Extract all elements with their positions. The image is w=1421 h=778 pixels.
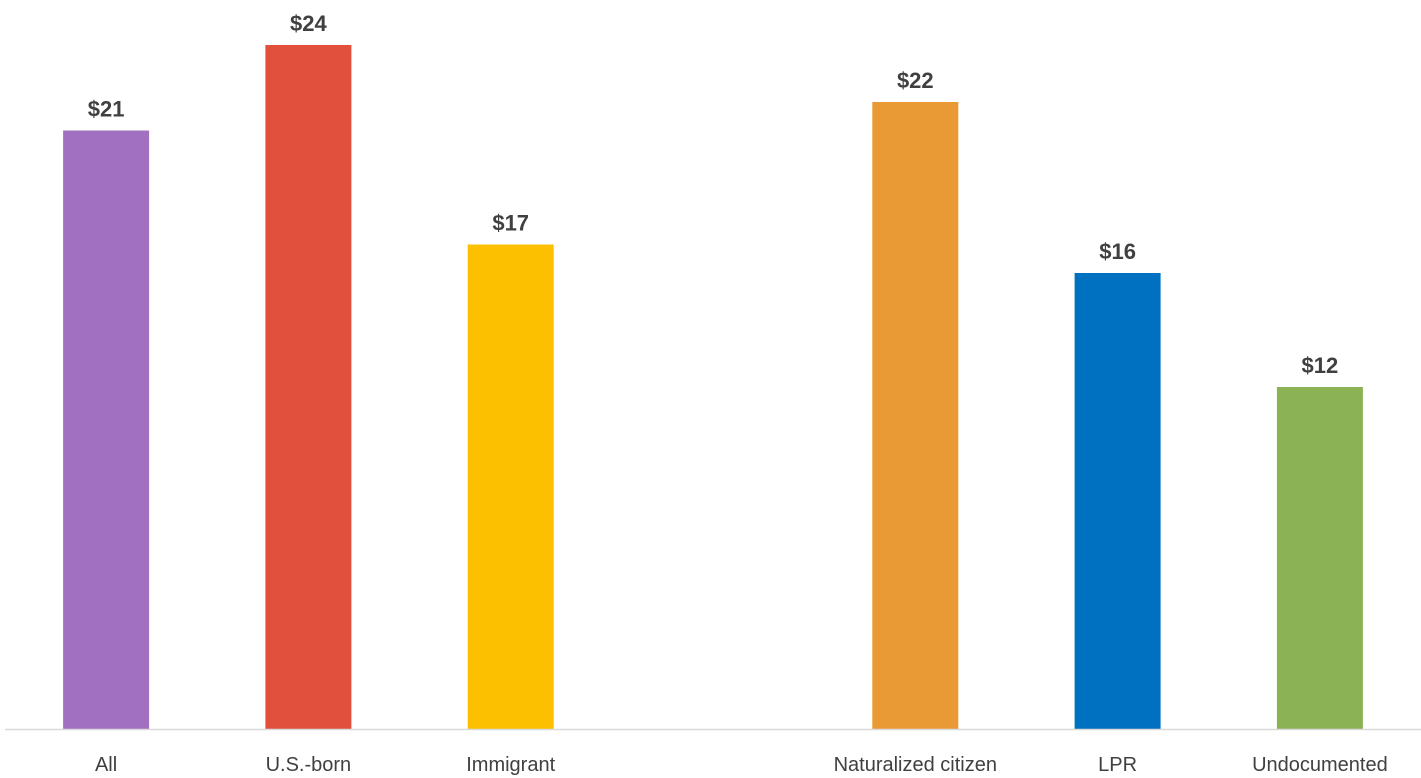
category-label-u-s-born: U.S.-born xyxy=(266,754,352,776)
value-label-naturalized-citizen: $22 xyxy=(897,68,934,93)
value-label-all: $21 xyxy=(88,97,125,122)
value-label-undocumented: $12 xyxy=(1302,353,1339,378)
value-label-immigrant: $17 xyxy=(492,211,529,236)
category-label-naturalized-citizen: Naturalized citizen xyxy=(834,754,997,776)
bar-all xyxy=(63,130,150,729)
value-labels-group: $21 $24 $17 $22 $16 $12 xyxy=(88,11,1339,378)
bar-u-s-born xyxy=(265,45,352,729)
value-label-u-s-born: $24 xyxy=(290,11,327,36)
category-label-immigrant: Immigrant xyxy=(466,754,555,776)
category-label-all: All xyxy=(95,754,117,776)
bar-naturalized-citizen xyxy=(872,102,959,729)
category-label-undocumented: Undocumented xyxy=(1252,754,1388,776)
bar-undocumented xyxy=(1276,387,1363,729)
category-labels-group: All U.S.-born Immigrant Naturalized citizen… xyxy=(95,754,1388,776)
bar-immigrant xyxy=(467,244,554,729)
category-label-lpr: LPR xyxy=(1098,754,1137,776)
value-label-lpr: $16 xyxy=(1099,239,1136,264)
bar-lpr xyxy=(1074,273,1161,729)
bars-group xyxy=(63,45,1363,729)
